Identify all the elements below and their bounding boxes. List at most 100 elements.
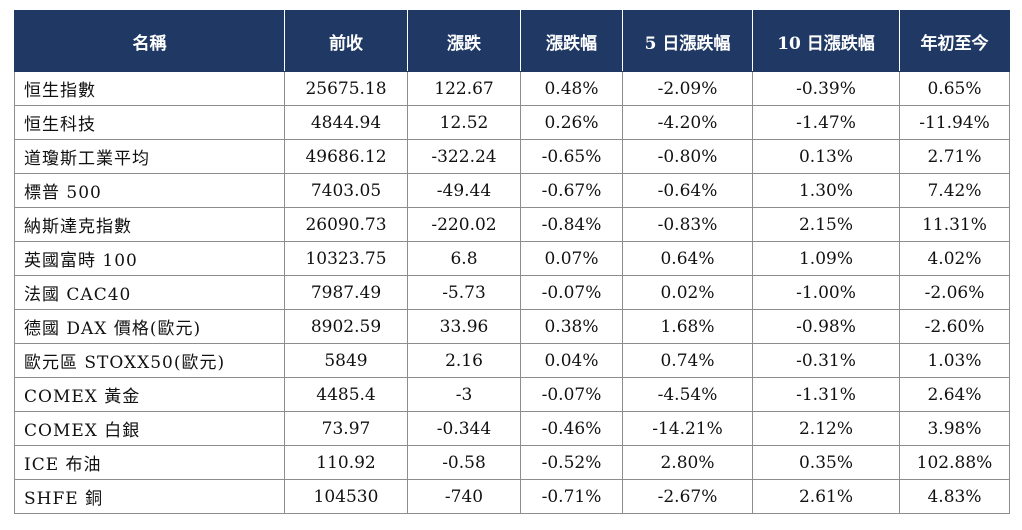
cell-ytd: 2.71% bbox=[899, 139, 1010, 174]
cell-name: 納斯達克指數 bbox=[14, 207, 285, 242]
cell-ytd: 7.42% bbox=[899, 173, 1010, 208]
cell-prev-close: 7403.05 bbox=[284, 173, 408, 208]
table-row: ICE 布油 110.92 -0.58 -0.52% 2.80% 0.35% 102.88% bbox=[14, 445, 1010, 480]
cell-5d-change-pct: 1.68% bbox=[622, 309, 753, 344]
cell-prev-close: 7987.49 bbox=[284, 275, 408, 310]
header-10d-change-pct: 10 日漲跌幅 bbox=[752, 10, 900, 72]
cell-change: -322.24 bbox=[407, 139, 521, 174]
cell-5d-change-pct: -0.64% bbox=[622, 173, 753, 208]
cell-prev-close: 4485.4 bbox=[284, 377, 408, 412]
cell-name: COMEX 黃金 bbox=[14, 377, 285, 412]
cell-change: -0.58 bbox=[407, 445, 521, 480]
table-row: 歐元區 STOXX50(歐元) 5849 2.16 0.04% 0.74% -0.31% 1… bbox=[14, 343, 1010, 378]
cell-change-pct: -0.52% bbox=[520, 445, 623, 480]
cell-10d-change-pct: -0.31% bbox=[752, 343, 900, 378]
cell-name: 德國 DAX 價格(歐元) bbox=[14, 309, 285, 344]
cell-prev-close: 110.92 bbox=[284, 445, 408, 480]
cell-prev-close: 10323.75 bbox=[284, 241, 408, 276]
cell-10d-change-pct: -0.98% bbox=[752, 309, 900, 344]
cell-5d-change-pct: -0.83% bbox=[622, 207, 753, 242]
cell-5d-change-pct: 0.02% bbox=[622, 275, 753, 310]
header-change: 漲跌 bbox=[407, 10, 521, 72]
cell-name: 法國 CAC40 bbox=[14, 275, 285, 310]
cell-10d-change-pct: -1.47% bbox=[752, 105, 900, 140]
cell-change-pct: -0.71% bbox=[520, 479, 623, 514]
cell-change-pct: -0.07% bbox=[520, 377, 623, 412]
cell-5d-change-pct: 0.74% bbox=[622, 343, 753, 378]
cell-10d-change-pct: 1.09% bbox=[752, 241, 900, 276]
cell-change-pct: -0.67% bbox=[520, 173, 623, 208]
cell-change-pct: 0.48% bbox=[520, 71, 623, 106]
cell-10d-change-pct: 1.30% bbox=[752, 173, 900, 208]
cell-ytd: 1.03% bbox=[899, 343, 1010, 378]
cell-5d-change-pct: -0.80% bbox=[622, 139, 753, 174]
table-row: 標普 500 7403.05 -49.44 -0.67% -0.64% 1.30% 7.42… bbox=[14, 173, 1010, 208]
table-row: SHFE 銅 104530 -740 -0.71% -2.67% 2.61% 4.83% bbox=[14, 479, 1010, 514]
table-row: 法國 CAC40 7987.49 -5.73 -0.07% 0.02% -1.00% -2.… bbox=[14, 275, 1010, 310]
cell-10d-change-pct: -1.31% bbox=[752, 377, 900, 412]
cell-change-pct: 0.07% bbox=[520, 241, 623, 276]
cell-10d-change-pct: 2.15% bbox=[752, 207, 900, 242]
cell-change-pct: 0.38% bbox=[520, 309, 623, 344]
cell-change-pct: -0.65% bbox=[520, 139, 623, 174]
cell-ytd: 2.64% bbox=[899, 377, 1010, 412]
cell-ytd: 4.02% bbox=[899, 241, 1010, 276]
cell-ytd: 11.31% bbox=[899, 207, 1010, 242]
table-row: 納斯達克指數 26090.73 -220.02 -0.84% -0.83% 2.15% 11… bbox=[14, 207, 1010, 242]
table-row: 恒生科技 4844.94 12.52 0.26% -4.20% -1.47% -11.94% bbox=[14, 105, 1010, 140]
cell-ytd: -11.94% bbox=[899, 105, 1010, 140]
cell-name: 恒生指數 bbox=[14, 71, 285, 106]
cell-ytd: 3.98% bbox=[899, 411, 1010, 446]
cell-change: 6.8 bbox=[407, 241, 521, 276]
cell-change: 33.96 bbox=[407, 309, 521, 344]
cell-change: 12.52 bbox=[407, 105, 521, 140]
cell-10d-change-pct: -1.00% bbox=[752, 275, 900, 310]
cell-5d-change-pct: -14.21% bbox=[622, 411, 753, 446]
cell-10d-change-pct: 0.35% bbox=[752, 445, 900, 480]
cell-10d-change-pct: 2.61% bbox=[752, 479, 900, 514]
cell-prev-close: 25675.18 bbox=[284, 71, 408, 106]
cell-10d-change-pct: 2.12% bbox=[752, 411, 900, 446]
cell-change-pct: 0.04% bbox=[520, 343, 623, 378]
header-5d-change-pct: 5 日漲跌幅 bbox=[622, 10, 753, 72]
cell-ytd: 102.88% bbox=[899, 445, 1010, 480]
cell-prev-close: 104530 bbox=[284, 479, 408, 514]
cell-change-pct: 0.26% bbox=[520, 105, 623, 140]
cell-change: -3 bbox=[407, 377, 521, 412]
cell-change-pct: -0.07% bbox=[520, 275, 623, 310]
cell-5d-change-pct: -2.67% bbox=[622, 479, 753, 514]
cell-change: -220.02 bbox=[407, 207, 521, 242]
cell-ytd: -2.06% bbox=[899, 275, 1010, 310]
cell-name: COMEX 白銀 bbox=[14, 411, 285, 446]
market-table: 名稱 前收 漲跌 漲跌幅 5 日漲跌幅 10 日漲跌幅 年初至今 恒生指數 256… bbox=[14, 10, 1010, 514]
cell-prev-close: 4844.94 bbox=[284, 105, 408, 140]
header-change-pct: 漲跌幅 bbox=[520, 10, 623, 72]
cell-change: 122.67 bbox=[407, 71, 521, 106]
cell-change: -740 bbox=[407, 479, 521, 514]
cell-name: 英國富時 100 bbox=[14, 241, 285, 276]
cell-prev-close: 8902.59 bbox=[284, 309, 408, 344]
table-row: 道瓊斯工業平均 49686.12 -322.24 -0.65% -0.80% 0.13% 2… bbox=[14, 139, 1010, 174]
cell-10d-change-pct: -0.39% bbox=[752, 71, 900, 106]
header-prev-close: 前收 bbox=[284, 10, 408, 72]
cell-change-pct: -0.84% bbox=[520, 207, 623, 242]
cell-change: 2.16 bbox=[407, 343, 521, 378]
cell-name: ICE 布油 bbox=[14, 445, 285, 480]
header-name: 名稱 bbox=[14, 10, 285, 72]
cell-prev-close: 26090.73 bbox=[284, 207, 408, 242]
cell-name: SHFE 銅 bbox=[14, 479, 285, 514]
header-ytd: 年初至今 bbox=[899, 10, 1010, 72]
cell-name: 標普 500 bbox=[14, 173, 285, 208]
header-row: 名稱 前收 漲跌 漲跌幅 5 日漲跌幅 10 日漲跌幅 年初至今 bbox=[14, 10, 1010, 72]
cell-ytd: 4.83% bbox=[899, 479, 1010, 514]
cell-5d-change-pct: 2.80% bbox=[622, 445, 753, 480]
cell-change-pct: -0.46% bbox=[520, 411, 623, 446]
cell-ytd: -2.60% bbox=[899, 309, 1010, 344]
cell-prev-close: 5849 bbox=[284, 343, 408, 378]
cell-5d-change-pct: 0.64% bbox=[622, 241, 753, 276]
cell-name: 恒生科技 bbox=[14, 105, 285, 140]
cell-change: -5.73 bbox=[407, 275, 521, 310]
cell-name: 道瓊斯工業平均 bbox=[14, 139, 285, 174]
cell-10d-change-pct: 0.13% bbox=[752, 139, 900, 174]
table-row: COMEX 白銀 73.97 -0.344 -0.46% -14.21% 2.12% 3.9… bbox=[14, 411, 1010, 446]
